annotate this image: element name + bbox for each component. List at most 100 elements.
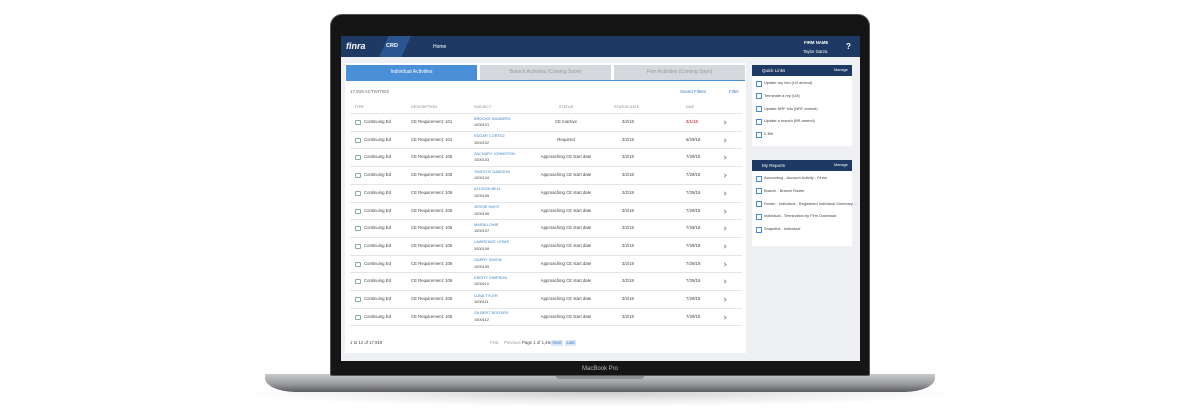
panel-item[interactable]: Individual - Termination by Firm Downloa…: [764, 213, 837, 219]
panel-item[interactable]: Update NRF info (NRF amend): [764, 105, 818, 111]
column-header[interactable]: STATUS: [558, 105, 574, 109]
panel-item[interactable]: E-Bill: [764, 131, 774, 137]
cell-subject-name[interactable]: LAWRENCE LEWIS: [474, 239, 510, 245]
cell-type: Continuing Ed: [364, 172, 391, 178]
column-header[interactable]: DUE: [686, 105, 695, 109]
cell-type: Continuing Ed: [364, 207, 391, 213]
cell-status: Approaching CE start date: [540, 313, 592, 319]
cell-status: Approaching CE start date: [540, 207, 592, 213]
row-divider: [350, 201, 742, 203]
panel-item[interactable]: Snapshot - Individual: [764, 226, 801, 232]
cell-subject-name[interactable]: ALLISON BELL: [474, 186, 502, 192]
row-divider: [350, 290, 742, 291]
tab[interactable]: Branch Activities (Coming Soon): [480, 65, 611, 80]
panel-item[interactable]: Branch - Branch Roster: [764, 187, 805, 193]
cell-status: Approaching CE start date: [540, 260, 592, 266]
cell-status-date: 3/2/18: [622, 225, 634, 231]
panel-item[interactable]: Terminate a rep (U5): [764, 92, 800, 98]
cell-subject-id: 1000107: [474, 228, 490, 234]
cell-description: CE Requirement: 106: [411, 154, 453, 160]
row-divider: [350, 272, 742, 273]
type-icon: [355, 137, 361, 143]
row-divider: [350, 130, 742, 132]
cell-due: 7/29/18: [686, 207, 701, 213]
row-divider: [350, 307, 742, 309]
cell-description: CE Requirement: 101: [411, 136, 453, 142]
type-icon: [355, 120, 361, 125]
cell-subject-name[interactable]: JESSIE HAYS: [474, 204, 499, 209]
cell-subject-name[interactable]: ZACHARY JOHNSTON: [474, 150, 515, 156]
cell-description: CE Requirement: 106: [411, 189, 453, 195]
cell-status-date: 3/2/18: [622, 242, 634, 248]
link-icon: [756, 80, 762, 87]
column-header[interactable]: TYPE: [354, 105, 364, 109]
page-next[interactable]: Next: [551, 340, 563, 347]
column-header[interactable]: SUBJECT: [474, 105, 492, 109]
type-icon: [355, 226, 361, 232]
cell-subject-name[interactable]: KRISTY SIMPSON: [474, 274, 508, 280]
cell-due: 7/29/18: [686, 313, 701, 319]
row-divider: [350, 166, 742, 167]
cell-status-date: 3/2/18: [622, 189, 634, 195]
link-icon: [756, 175, 762, 182]
cell-subject-name[interactable]: BROOKS SANDERS: [474, 115, 511, 121]
logo-wedge: [379, 36, 411, 57]
user-name: Taylor Garza: [803, 49, 828, 54]
cell-subject-name[interactable]: EDGAR CORTEZ: [474, 133, 505, 139]
cell-status-date: 3/2/18: [622, 136, 634, 142]
panel-item[interactable]: Accounting - Account Activity - Firms: [764, 175, 827, 180]
cell-status-date: 3/2/18: [622, 278, 634, 284]
page-last[interactable]: Last: [565, 340, 577, 347]
cell-subject-name[interactable]: LUNA TYLER: [474, 292, 498, 298]
cell-description: CE Requirement: 106: [411, 242, 453, 248]
filter[interactable]: Filter: [729, 89, 739, 94]
link-icon: [756, 93, 762, 100]
cell-description: CE Requirement: 106: [411, 207, 453, 213]
panel-item[interactable]: Update a branch (BR amend): [764, 118, 815, 124]
link-icon: [756, 131, 762, 138]
row-divider: [350, 148, 742, 149]
link-icon: [756, 106, 762, 113]
cell-status-date: 3/2/18: [622, 313, 634, 319]
cell-subject-id: 1000110: [474, 281, 489, 287]
firm-name[interactable]: FIRM NAME: [804, 40, 829, 45]
cell-subject-id: 1000104: [474, 175, 490, 181]
tab[interactable]: Individual Activities: [346, 65, 477, 80]
cell-subject-id: 1000108: [474, 245, 490, 251]
type-icon: [355, 243, 361, 249]
cell-type: Continuing Ed: [364, 189, 391, 195]
saved-filters[interactable]: Saved Filters: [680, 89, 707, 94]
app-badge[interactable]: CRD: [386, 43, 398, 49]
panel-manage[interactable]: Manage: [834, 67, 848, 72]
cell-subject-name[interactable]: GARRY SIMON: [474, 257, 502, 263]
link-icon: [756, 118, 762, 125]
laptop-base: [265, 374, 935, 392]
cell-due: 7/29/18: [686, 278, 701, 284]
type-icon: [355, 279, 361, 285]
cell-due: 7/29/18: [686, 225, 701, 231]
nav-home[interactable]: Home: [433, 44, 447, 50]
help[interactable]: ?: [846, 42, 851, 51]
cell-subject-name[interactable]: MARIA LOWE: [474, 221, 499, 227]
cell-description: CE Requirement: 101: [411, 119, 453, 124]
logo: finra: [346, 41, 366, 51]
cell-due: 7/29/18: [686, 154, 701, 160]
cell-subject-name[interactable]: GILBERT ROGERS: [474, 310, 509, 316]
page-first[interactable]: First: [490, 340, 499, 345]
page-previous[interactable]: Previous: [504, 340, 521, 345]
panel-item[interactable]: Roster - Individual - Registered Individ…: [764, 200, 858, 206]
cell-subject-name[interactable]: TIMOTHY DAWSON: [474, 168, 510, 174]
cell-subject-id: 1000109: [474, 263, 490, 269]
tab[interactable]: Firm Activities (Coming Soon): [614, 65, 745, 80]
panel-item[interactable]: Update rep info (U4 amend): [764, 80, 813, 85]
type-icon: [355, 190, 361, 196]
link-icon: [756, 226, 762, 233]
column-header[interactable]: DESCRIPTION: [411, 105, 437, 109]
column-header[interactable]: STATUS DATE: [614, 105, 640, 109]
type-icon: [355, 173, 361, 179]
cell-status: Approaching CE start date: [540, 242, 592, 248]
cell-type: Continuing Ed: [364, 260, 391, 266]
panel-manage[interactable]: Manage: [834, 162, 848, 167]
cell-subject-id: 1000105: [474, 192, 490, 198]
